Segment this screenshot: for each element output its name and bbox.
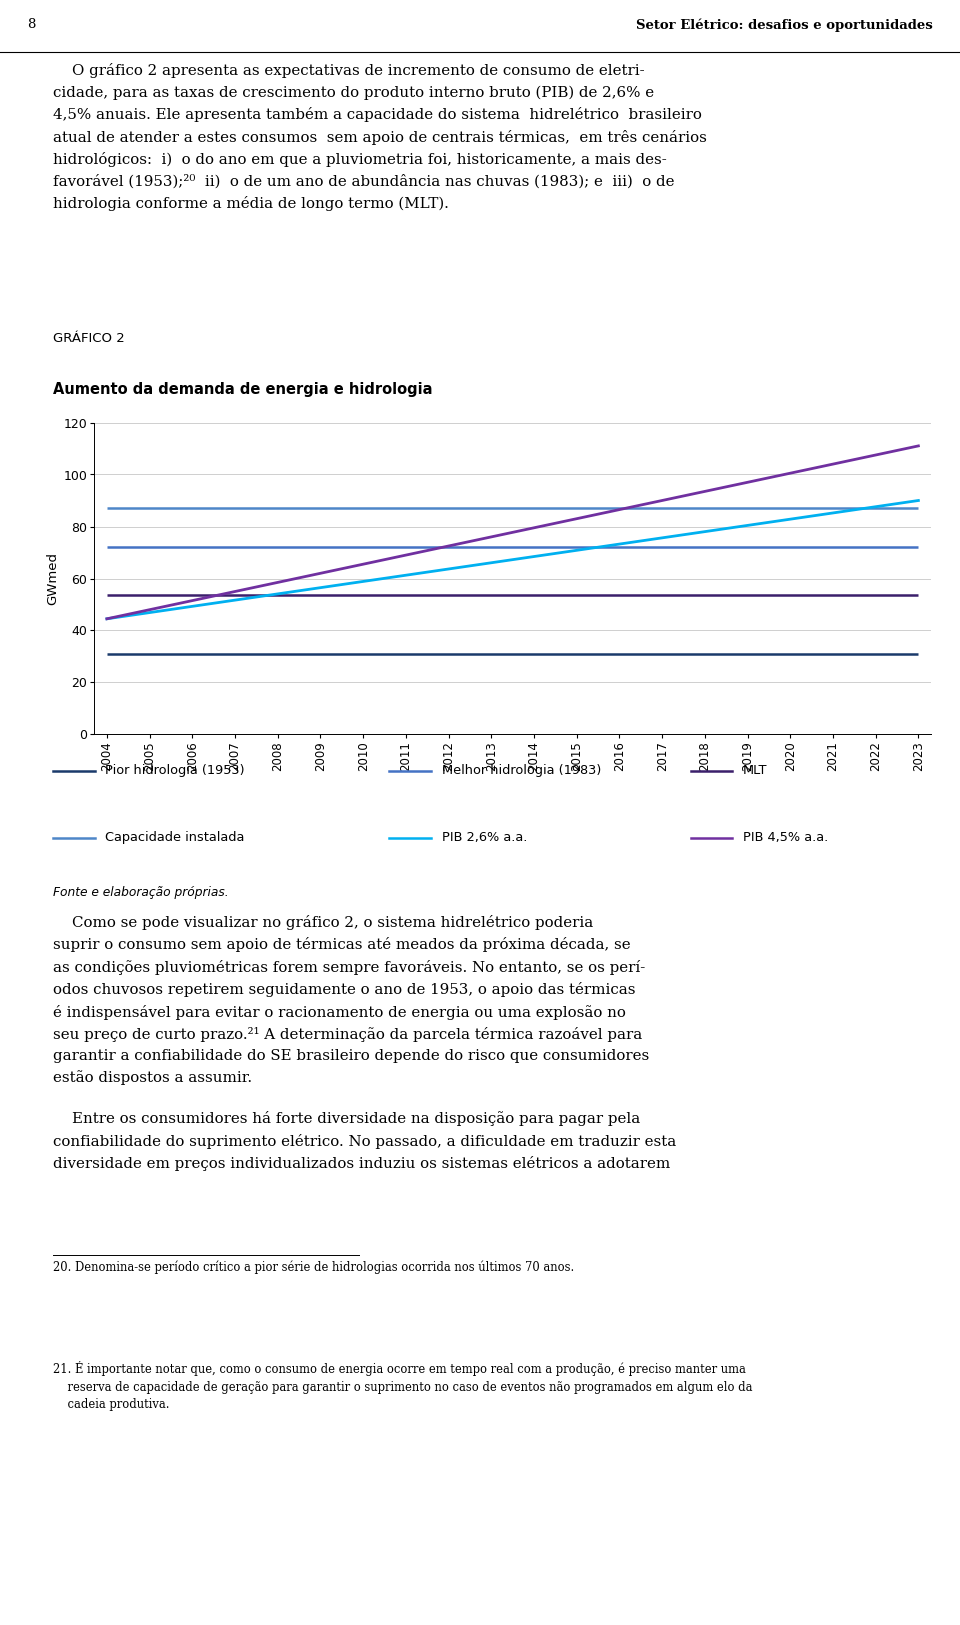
Text: Setor Elétrico: desafios e oportunidades: Setor Elétrico: desafios e oportunidades [636,18,933,31]
Text: Fonte e elaboração próprias.: Fonte e elaboração próprias. [53,886,228,899]
Text: Entre os consumidores há forte diversidade na disposição para pagar pela
confiab: Entre os consumidores há forte diversida… [53,1112,676,1172]
Text: Capacidade instalada: Capacidade instalada [106,832,245,845]
Text: Como se pode visualizar no gráfico 2, o sistema hidrelétrico poderia
suprir o co: Como se pode visualizar no gráfico 2, o … [53,915,649,1086]
Text: 21. É importante notar que, como o consumo de energia ocorre em tempo real com a: 21. É importante notar que, como o consu… [53,1362,753,1410]
Text: 8: 8 [27,18,36,31]
Text: Aumento da demanda de energia e hidrologia: Aumento da demanda de energia e hidrolog… [53,382,432,398]
Text: PIB 2,6% a.a.: PIB 2,6% a.a. [442,832,527,845]
Text: Pior hidrologia (1953): Pior hidrologia (1953) [106,764,245,777]
Text: Melhor hidrologia (1983): Melhor hidrologia (1983) [442,764,601,777]
Text: PIB 4,5% a.a.: PIB 4,5% a.a. [743,832,828,845]
Text: 20. Denomina-se período crítico a pior série de hidrologias ocorrida nos últimos: 20. Denomina-se período crítico a pior s… [53,1261,574,1274]
Text: O gráfico 2 apresenta as expectativas de incremento de consumo de eletri-
cidade: O gráfico 2 apresenta as expectativas de… [53,63,707,211]
Y-axis label: GWmed: GWmed [46,552,60,604]
Text: GRÁFICO 2: GRÁFICO 2 [53,332,125,344]
Text: MLT: MLT [743,764,767,777]
